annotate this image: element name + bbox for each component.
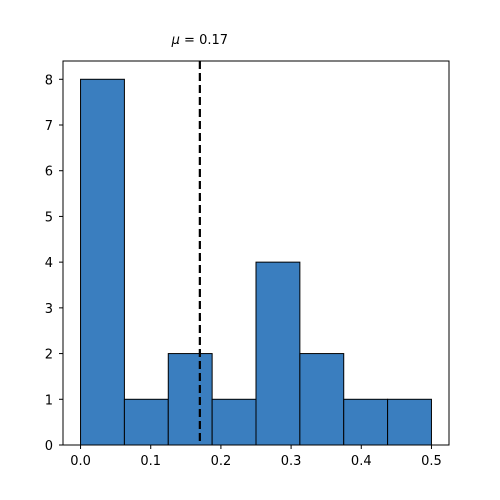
axes-frame (62, 60, 450, 446)
x-tick-label: 0.1 (140, 454, 161, 469)
histogram-bar (255, 261, 301, 446)
histogram-bar (387, 398, 432, 446)
mean-annotation-prefix: μ = (171, 33, 199, 48)
histogram-bar (211, 398, 257, 446)
x-tick-label: 0.2 (211, 454, 232, 469)
x-tick-label: 0.4 (351, 454, 372, 469)
x-tick-label: 0.5 (421, 454, 442, 469)
y-tick-label: 2 (45, 348, 53, 363)
y-tick-label: 8 (45, 73, 53, 88)
y-tick-label: 4 (45, 256, 53, 271)
x-axis-ticks: 0.0 0.1 0.2 0.3 0.4 0.5 (70, 445, 442, 469)
y-tick-label: 7 (45, 119, 53, 134)
histogram-bar (123, 398, 169, 446)
y-tick-label: 1 (45, 393, 53, 408)
x-tick-label: 0.0 (70, 454, 91, 469)
mean-annotation: μ = 0.17 (171, 33, 228, 48)
histogram-bar (167, 353, 213, 446)
histogram-bar (80, 78, 125, 446)
mean-annotation-value: 0.17 (199, 33, 228, 48)
x-tick-label: 0.3 (281, 454, 302, 469)
y-tick-label: 3 (45, 302, 53, 317)
bars-group (80, 78, 432, 446)
y-tick-label: 6 (45, 165, 53, 180)
y-axis-ticks: 0 1 2 3 4 5 6 7 8 (45, 73, 63, 454)
histogram-bar (343, 398, 389, 446)
histogram-bar (299, 353, 345, 446)
y-tick-label: 0 (45, 439, 53, 454)
y-tick-label: 5 (45, 210, 53, 225)
